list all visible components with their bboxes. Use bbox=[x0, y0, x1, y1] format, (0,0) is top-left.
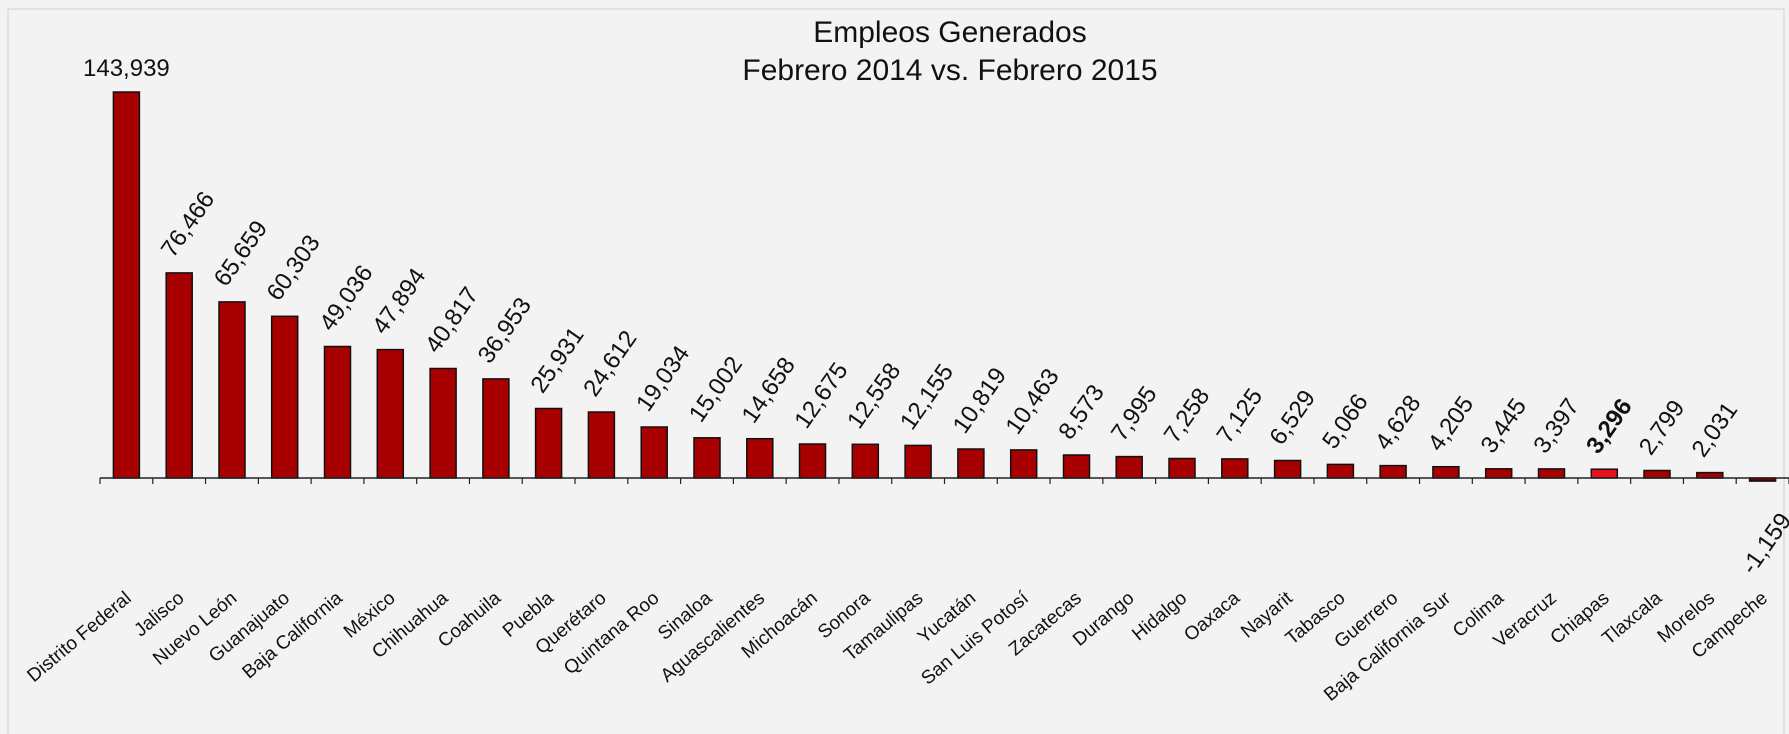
bar-tabasco bbox=[1326, 463, 1355, 479]
bar-veracruz bbox=[1537, 468, 1566, 479]
chart-frame bbox=[7, 8, 1785, 734]
value-label-distrito-federal: 143,939 bbox=[83, 55, 170, 82]
bar-hidalgo bbox=[1168, 457, 1196, 479]
bar-oaxaca bbox=[1221, 458, 1249, 479]
bar-michoacan bbox=[798, 443, 827, 479]
bar-guanajuato bbox=[270, 315, 299, 479]
bar-distrito-federal bbox=[112, 91, 141, 479]
bar-jalisco bbox=[165, 272, 193, 479]
bar-sinaloa bbox=[693, 437, 721, 479]
bar-baja-california bbox=[323, 345, 352, 479]
bar-nayarit bbox=[1273, 459, 1302, 479]
bar-aguascalientes bbox=[746, 437, 774, 479]
bar-morelos bbox=[1696, 471, 1724, 479]
bar-chiapas bbox=[1590, 468, 1619, 479]
bar-mexico bbox=[376, 348, 405, 479]
bar-coahuila bbox=[482, 378, 510, 479]
bar-guerrero bbox=[1379, 464, 1407, 479]
bar-colima bbox=[1484, 468, 1513, 479]
chart-subtitle: Febrero 2014 vs. Febrero 2015 bbox=[742, 54, 1157, 87]
bar-tamaulipas bbox=[904, 444, 932, 479]
chart-title: Empleos Generados bbox=[813, 16, 1087, 49]
bar-san-luis-potosi bbox=[1009, 449, 1038, 479]
bar-chihuahua bbox=[429, 367, 457, 479]
bar-nuevo-leon bbox=[218, 301, 246, 479]
bar-tlaxcala bbox=[1643, 469, 1671, 479]
bar-quintana-roo bbox=[640, 426, 668, 479]
bar-durango bbox=[1115, 455, 1143, 479]
bar-yucatan bbox=[957, 448, 985, 479]
x-axis-ticks bbox=[99, 478, 1789, 484]
bar-queretaro bbox=[587, 411, 616, 479]
bar-puebla bbox=[534, 407, 563, 479]
bar-sonora bbox=[851, 443, 880, 479]
bar-baja-california-sur bbox=[1432, 465, 1460, 479]
bar-zacatecas bbox=[1062, 454, 1091, 479]
